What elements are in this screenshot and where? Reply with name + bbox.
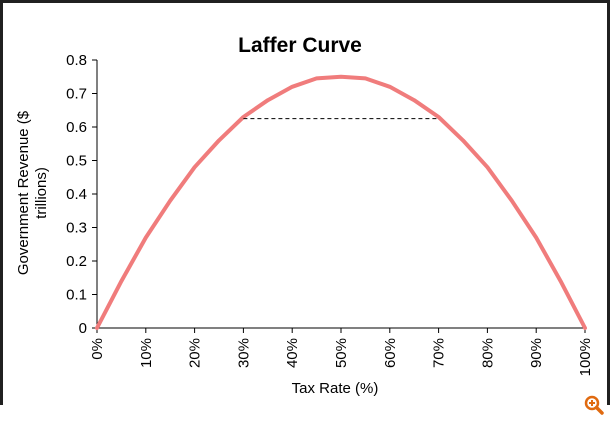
x-tick-label: 0% xyxy=(89,338,106,360)
x-tick-label: 80% xyxy=(479,338,496,368)
x-tick-label: 70% xyxy=(431,338,448,368)
x-tick-label: 100% xyxy=(577,338,594,376)
y-tick-label: 0.5 xyxy=(66,153,87,170)
y-axis-label-line-2: trillions) xyxy=(33,167,50,219)
y-tick-label: 0.2 xyxy=(66,253,87,270)
x-tick-label: 10% xyxy=(138,338,155,368)
x-axis-label: Tax Rate (%) xyxy=(292,380,379,397)
y-axis-label-line-1: Government Revenue ($ xyxy=(15,110,32,275)
x-tick-label: 50% xyxy=(333,338,350,368)
y-tick-label: 0.3 xyxy=(66,220,87,237)
x-tick-label: 30% xyxy=(235,338,252,368)
x-tick-label: 60% xyxy=(382,338,399,368)
y-tick-label: 0.7 xyxy=(66,86,87,103)
y-tick-label: 0 xyxy=(79,320,87,337)
y-tick-label: 0.1 xyxy=(66,287,87,304)
y-tick-group: 0 0.1 0.2 0.3 0.4 0.5 0.6 0.7 0.8 xyxy=(66,52,97,337)
y-axis-label: Government Revenue ($ trillions) xyxy=(15,110,50,275)
chart-title: Laffer Curve xyxy=(238,34,362,57)
x-tick-group: 0% 10% 20% 30% 40% 50% 60% 70% 80% 90% 100% xyxy=(89,328,594,376)
x-tick-label: 40% xyxy=(284,338,301,368)
zoom-icon[interactable] xyxy=(583,394,605,416)
y-tick-label: 0.8 xyxy=(66,52,87,69)
series-layer xyxy=(95,74,587,330)
x-tick-label: 20% xyxy=(187,338,204,368)
bottom-bar xyxy=(0,405,610,421)
y-tick-label: 0.6 xyxy=(66,119,87,136)
laffer-curve-line xyxy=(95,74,587,330)
x-tick-label: 90% xyxy=(528,338,545,368)
chart-area xyxy=(15,10,595,402)
y-tick-label: 0.4 xyxy=(66,186,87,203)
